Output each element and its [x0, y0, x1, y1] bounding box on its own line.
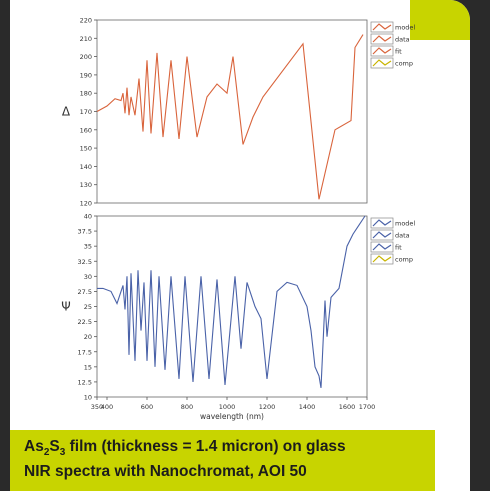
legend-line: [372, 231, 392, 239]
x-tick-label: 350: [91, 403, 103, 411]
y-tick-label: 12.5: [78, 378, 92, 386]
y-tick-label: 220: [80, 17, 92, 25]
x-tick-label: 1000: [219, 403, 236, 411]
y-tick-label: 30: [84, 273, 92, 281]
legend-line: [372, 59, 392, 67]
y-tick-label: 10: [84, 394, 92, 402]
caption-band: [10, 430, 435, 491]
legend-label: comp: [395, 60, 413, 68]
legend-line: [372, 47, 392, 55]
legend-label: fit: [395, 48, 402, 56]
x-tick-label: 1400: [299, 403, 316, 411]
x-tick-label: 1200: [259, 403, 276, 411]
legend-label: data: [395, 232, 410, 240]
y-tick-label: 120: [80, 200, 92, 208]
figure-caption: As2S3 film (thickness = 1.4 micron) on g…: [24, 437, 444, 481]
caption-line-1: As2S3 film (thickness = 1.4 micron) on g…: [24, 438, 346, 459]
y-tick-label: 200: [80, 53, 92, 61]
legend-line: [372, 219, 392, 227]
y-tick-label: 170: [80, 108, 92, 116]
legend-label: model: [395, 220, 415, 228]
y-tick-label: 15: [84, 363, 92, 371]
y-axis-label: Ψ: [61, 300, 70, 314]
legend-label: fit: [395, 244, 402, 252]
y-tick-label: 40: [84, 213, 92, 221]
y-tick-label: 20: [84, 333, 92, 341]
accent-corner: [410, 0, 470, 40]
legend-label: model: [395, 24, 415, 32]
series-line: [96, 34, 364, 200]
x-tick-label: 800: [181, 403, 193, 411]
y-tick-label: 32.5: [78, 258, 92, 266]
legend-line: [372, 243, 392, 251]
psi-chart: 10 12.5 15 17.5 20 22.5 25 27.5 30 32.5 35 37.5 40 35…: [61, 213, 415, 422]
legend-line: [372, 255, 392, 263]
y-tick-label: 180: [80, 90, 92, 98]
y-tick-label: 35: [84, 243, 92, 251]
x-tick-label: 400: [101, 403, 113, 411]
y-tick-label: 130: [80, 181, 92, 189]
x-tick-label: 1700: [359, 403, 376, 411]
x-tick-label: 1600: [339, 403, 356, 411]
y-tick-label: 37.5: [78, 228, 92, 236]
y-tick-label: 25: [84, 303, 92, 311]
y-tick-label: 27.5: [78, 288, 92, 296]
y-tick-label: 210: [80, 35, 92, 43]
caption-line-2: NIR spectra with Nanochromat, AOI 50: [24, 463, 307, 481]
legend-line: [372, 35, 392, 43]
y-tick-label: 160: [80, 126, 92, 134]
legend-label: data: [395, 36, 410, 44]
y-axis-label: Δ: [62, 105, 71, 119]
x-axis-label: wavelength (nm): [200, 412, 264, 421]
series-line: [97, 215, 366, 388]
legend-line: [372, 23, 392, 31]
x-tick-label: 600: [141, 403, 153, 411]
y-tick-label: 150: [80, 145, 92, 153]
y-tick-label: 17.5: [78, 348, 92, 356]
legend-label: comp: [395, 256, 413, 264]
plot-area: [96, 19, 368, 204]
y-tick-label: 190: [80, 71, 92, 79]
y-tick-label: 140: [80, 163, 92, 171]
y-tick-label: 22.5: [78, 318, 92, 326]
